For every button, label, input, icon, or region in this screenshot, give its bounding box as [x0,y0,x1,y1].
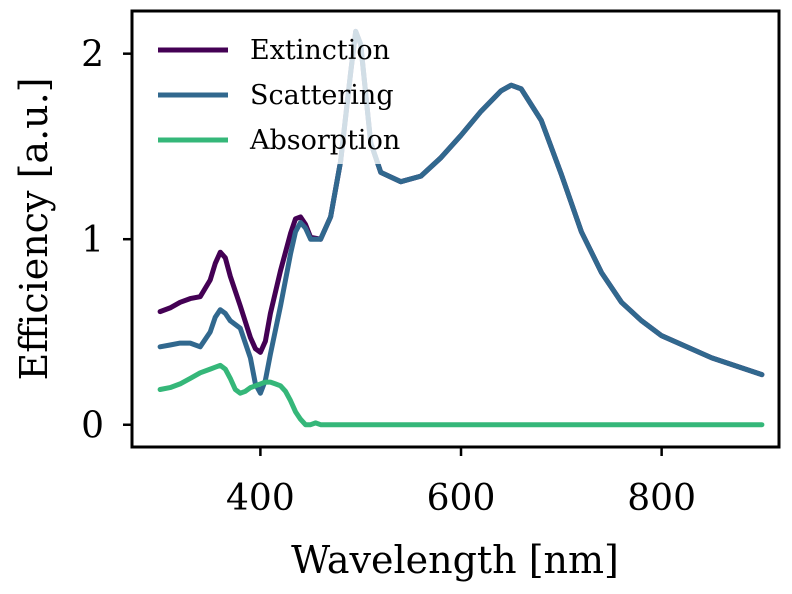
legend-label-absorption: Absorption [249,125,400,156]
x-axis-label: Wavelength [nm] [291,538,619,582]
series-line-scattering [157,28,765,396]
plot-frame [130,9,781,449]
series-line-absorption [157,362,765,428]
series-layer [157,28,765,428]
legend-label-extinction: Extinction [250,35,390,66]
x-tick-label: 800 [627,478,696,519]
y-tick-label: 2 [81,35,104,76]
y-tick-label: 0 [81,406,104,447]
ticks-layer: 400 600 800 0 1 2 [81,35,696,519]
legend-label-scattering: Scattering [250,80,394,111]
y-axis-label: Efficiency [a.u.] [12,77,56,380]
x-tick-label: 400 [226,478,295,519]
x-tick-label: 600 [427,478,496,519]
legend-box [146,24,432,164]
legend: Extinction Scattering Absorption [146,24,432,164]
y-tick-label: 1 [81,220,104,261]
